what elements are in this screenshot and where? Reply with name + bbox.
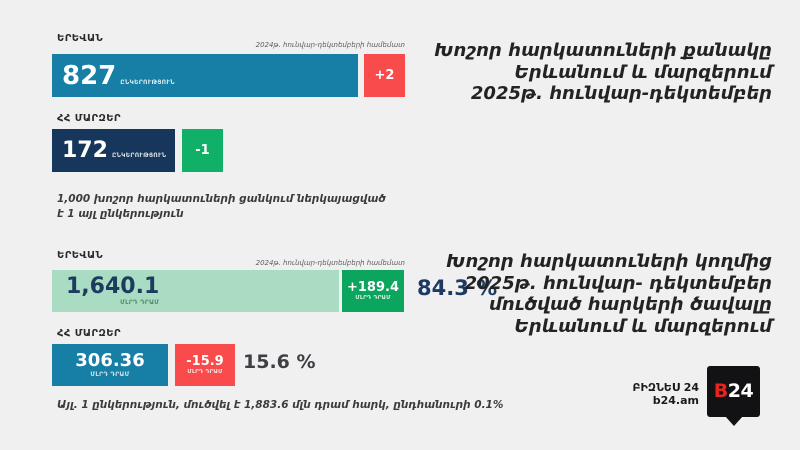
delta-badge-marzer-companies: -1 [182, 129, 223, 172]
footnote-line-1: 1,000 խոշոր հարկատուների ցանկում ներկայա… [57, 193, 386, 205]
bar-value: 306.36 [75, 350, 145, 371]
bar-value: 1,640.1 [66, 274, 160, 299]
headline-companies: Խոշոր հարկատուների քանակը Երևանում և մար… [422, 40, 772, 105]
delta-value: -1 [195, 143, 210, 158]
b24-logo-text: B24 [713, 380, 754, 402]
share-marzer-taxes: 15.6 % [243, 351, 316, 373]
bar-value: 827 [62, 60, 117, 91]
bar-marzer-taxes: 306.36 ՄԼՐԴ ԴՐԱՄ [52, 344, 168, 386]
headline-line: 2025թ. հունվար- դեկտեմբեր [464, 272, 772, 294]
bar-unit: ԸՆԿԵՐՈՒԹՅՈՒՆ [111, 151, 167, 159]
delta-unit: ՄԼՐԴ ԴՐԱՄ [355, 294, 391, 301]
headline-line: մուծված հարկերի ծավալը [489, 294, 772, 315]
bar-value: 172 [62, 137, 108, 163]
headline-line: 2025թ. հունվար-դեկտեմբեր [470, 83, 772, 104]
delta-value: +2 [374, 68, 395, 83]
bar-yerevan-companies: 827 ԸՆԿԵՐՈՒԹՅՈՒՆ [52, 54, 358, 97]
region-label-yerevan-companies: ԵՐԵՎԱՆ [57, 33, 104, 44]
b24-logo-24: 24 [727, 380, 754, 402]
delta-badge-yerevan-taxes: +189.4 ՄԼՐԴ ԴՐԱՄ [342, 270, 404, 312]
share-yerevan-taxes: 84.3 % [417, 276, 498, 300]
bar-unit: ՄԼՐԴ ԴՐԱՄ [120, 299, 160, 306]
headline-line: Խոշոր հարկատուների կողմից [446, 251, 772, 272]
b24-logo-tail-icon [724, 416, 743, 426]
comparison-note-companies: 2024թ. հունվար-դեկտեմբերի համեմատ [255, 41, 405, 49]
footnote-line-2: է 1 այլ ընկերություն [57, 208, 184, 220]
region-label-marzer-companies: ՀՀ ՄԱՐԶԵՐ [57, 113, 121, 124]
bar-marzer-companies: 172 ԸՆԿԵՐՈՒԹՅՈՒՆ [52, 129, 175, 172]
comparison-note-taxes: 2024թ. հունվար-դեկտեմբերի համեմատ [255, 259, 405, 267]
footnote-taxes: Այլ. 1 ընկերություն, մուծվել է 1,883.6 մ… [57, 399, 504, 411]
brand-block: ԲԻԶՆԵՍ 24 b24.am [633, 381, 699, 407]
delta-badge-marzer-taxes: -15.9 ՄԼՐԴ ԴՐԱՄ [175, 344, 235, 386]
headline-line: Երևանում և մարզերում [514, 61, 772, 83]
b24-logo-b: B [713, 380, 728, 402]
brand-site: b24.am [652, 394, 699, 407]
bar-value-group: 172 ԸՆԿԵՐՈՒԹՅՈՒՆ [52, 137, 167, 163]
bar-unit: ԸՆԿԵՐՈՒԹՅՈՒՆ [120, 78, 175, 86]
region-label-yerevan-taxes: ԵՐԵՎԱՆ [57, 250, 104, 261]
region-label-marzer-taxes: ՀՀ ՄԱՐԶԵՐ [57, 328, 121, 339]
footnote-companies: 1,000 խոշոր հարկատուների ցանկում ներկայա… [57, 192, 386, 222]
delta-value: +189.4 [346, 279, 399, 295]
bar-value-group: 306.36 ՄԼՐԴ ԴՐԱՄ [52, 352, 168, 378]
b24-logo: B24 [707, 366, 760, 426]
brand-name: ԲԻԶՆԵՍ 24 [632, 381, 699, 394]
bar-yerevan-taxes: 1,640.1 ՄԼՐԴ ԴՐԱՄ [52, 270, 339, 312]
headline-line: Երևանում և մարզերում [514, 315, 772, 337]
headline-line: Խոշոր հարկատուների քանակը [434, 40, 772, 61]
delta-badge-yerevan-companies: +2 [364, 54, 405, 97]
delta-unit: ՄԼՐԴ ԴՐԱՄ [187, 368, 223, 375]
bar-value-group: 827 ԸՆԿԵՐՈՒԹՅՈՒՆ [52, 63, 175, 89]
delta-value: -15.9 [186, 353, 224, 369]
bar-unit: ՄԼՐԴ ԴՐԱՄ [90, 371, 130, 378]
headline-taxes: Խոշոր հարկատուների կողմից 2025թ. հունվար… [422, 251, 772, 337]
bar-value-group: 1,640.1 ՄԼՐԴ ԴՐԱՄ [52, 276, 159, 306]
